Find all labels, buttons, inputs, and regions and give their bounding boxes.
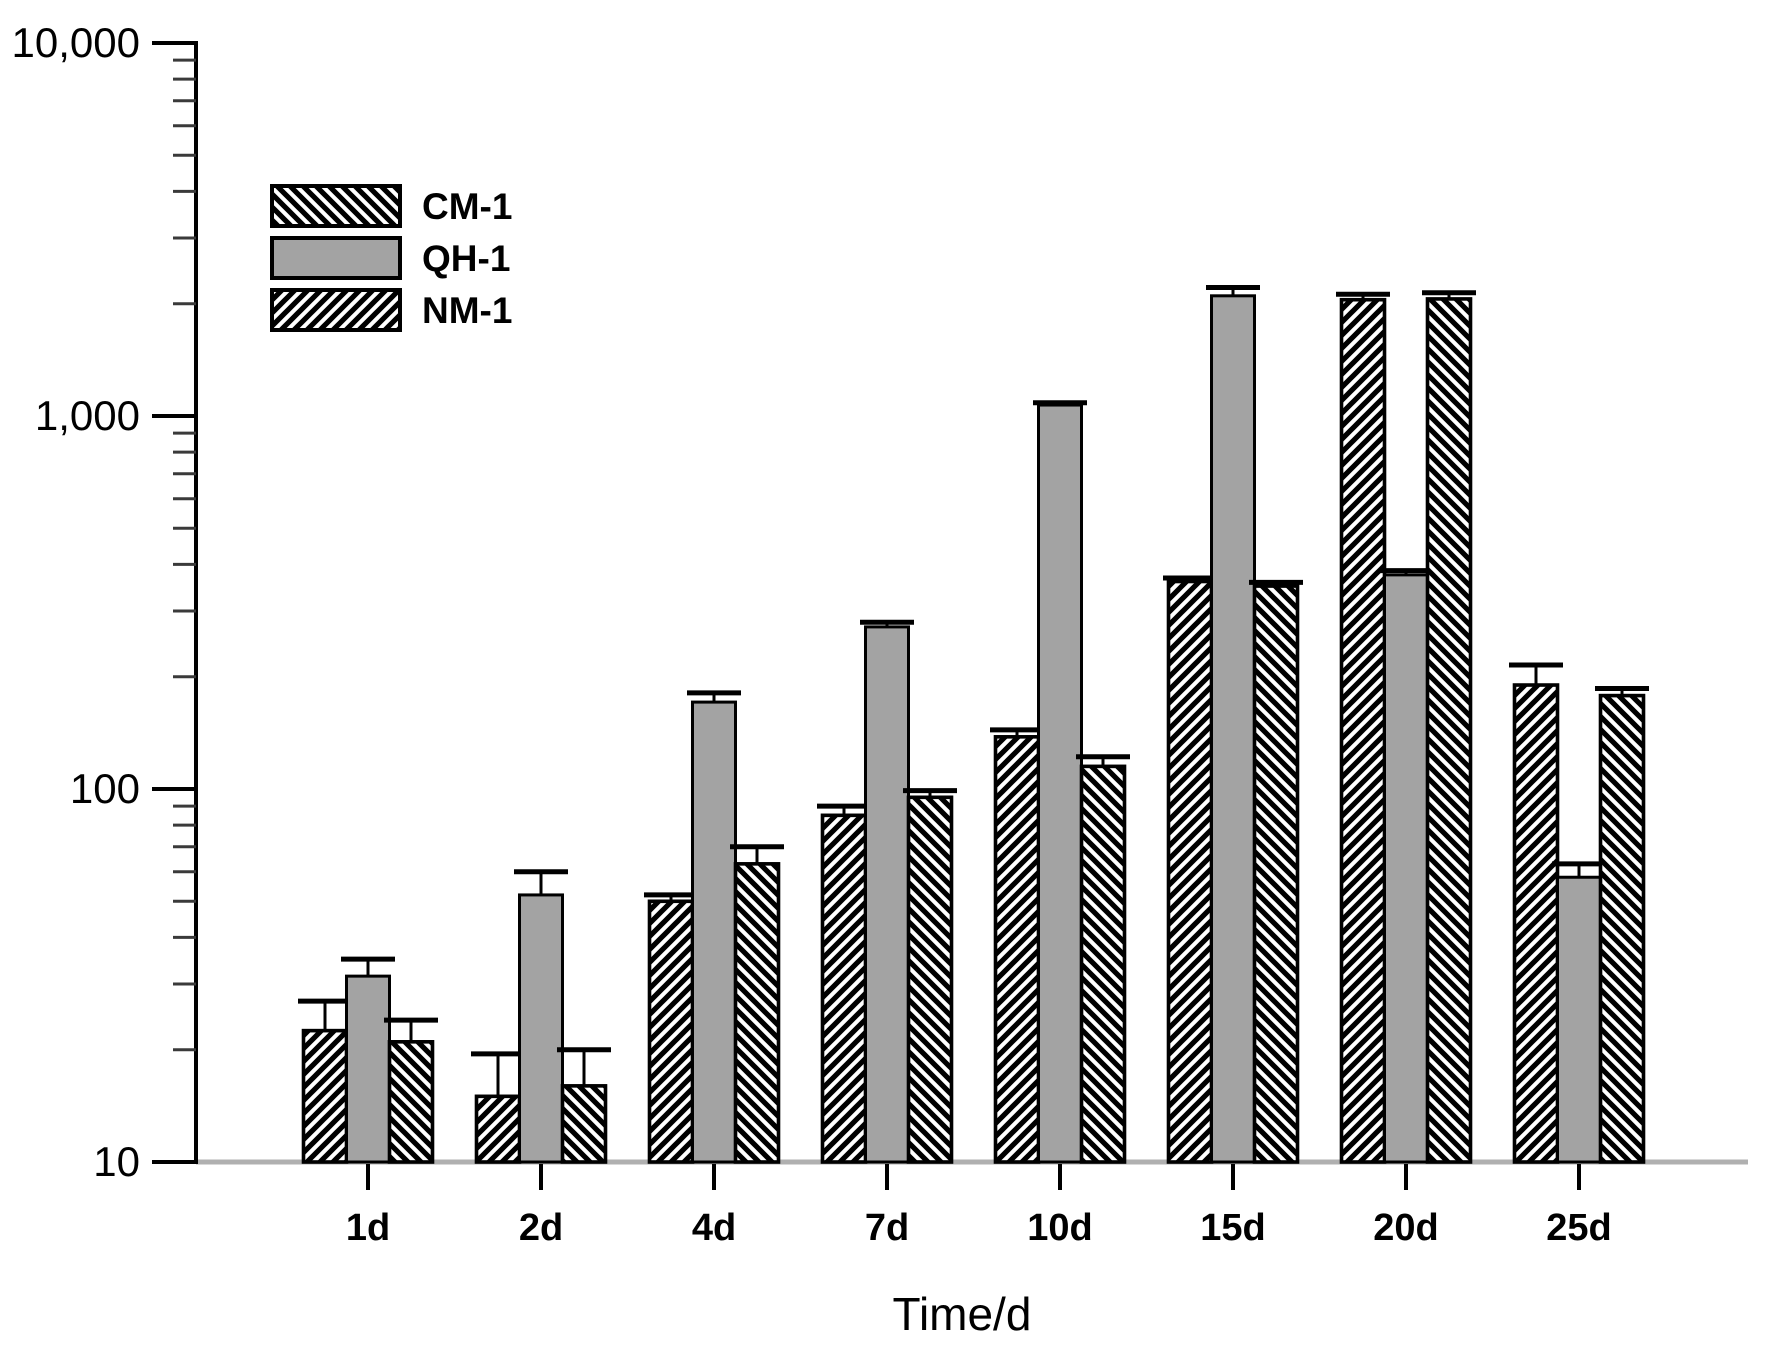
y-tick-label: 10	[93, 1138, 140, 1185]
bar	[1252, 584, 1300, 1164]
bar	[993, 735, 1041, 1164]
bar	[474, 1094, 522, 1164]
bar	[906, 795, 954, 1164]
bar	[864, 625, 910, 1164]
bar	[301, 1028, 349, 1164]
legend-label: QH-1	[422, 238, 510, 279]
x-axis-title: Time/d	[893, 1288, 1032, 1340]
y-tick-label: 1,000	[35, 392, 140, 439]
bars-series-QH-1	[341, 285, 1606, 1164]
bar	[691, 700, 737, 1164]
bars-series-NM-1	[384, 290, 1649, 1164]
bar	[733, 862, 781, 1164]
x-tick-label: 1d	[346, 1207, 390, 1249]
bar	[1425, 297, 1473, 1164]
x-tick-label: 10d	[1027, 1207, 1092, 1249]
bar	[345, 974, 391, 1164]
legend-swatch-QH-1	[270, 236, 402, 280]
bar	[820, 813, 868, 1164]
legend: CM-1 QH-1 NM-1	[270, 184, 512, 332]
bar	[387, 1040, 435, 1164]
bar	[1556, 875, 1602, 1164]
y-tick-label: 10,000	[12, 19, 140, 66]
x-tick-label: 25d	[1546, 1207, 1611, 1249]
legend-label: CM-1	[422, 186, 512, 227]
bars-series-CM-1	[298, 291, 1563, 1164]
axes: 10 100 1,000 10,000 1d 2d 4d 7d 10d 15d 20d 25d Time…	[12, 19, 1748, 1340]
bar	[647, 899, 695, 1164]
x-tick-label: 4d	[692, 1207, 736, 1249]
bar	[1383, 573, 1429, 1164]
x-tick-label: 15d	[1200, 1207, 1265, 1249]
bar	[1512, 683, 1560, 1164]
x-tick-label: 2d	[519, 1207, 563, 1249]
legend-swatch-CM-1	[270, 184, 402, 228]
bar	[1079, 764, 1127, 1164]
bar	[1598, 693, 1646, 1164]
x-tick-label: 20d	[1373, 1207, 1438, 1249]
bar	[1210, 294, 1256, 1164]
legend-label: NM-1	[422, 290, 512, 331]
y-tick-label: 100	[70, 765, 140, 812]
legend-swatch-NM-1	[270, 288, 402, 332]
bar	[1166, 579, 1214, 1164]
bar	[1037, 403, 1083, 1164]
bar	[560, 1084, 608, 1164]
bar	[518, 893, 564, 1164]
x-tick-label: 7d	[865, 1207, 909, 1249]
bar	[1339, 297, 1387, 1164]
